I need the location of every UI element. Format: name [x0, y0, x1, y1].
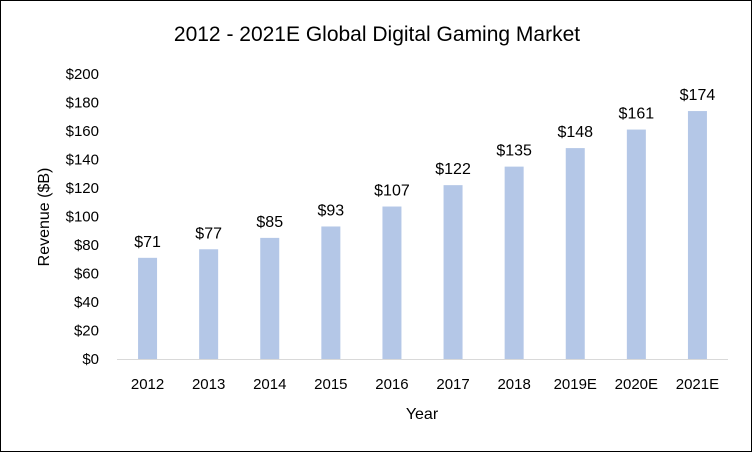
- bar: [443, 185, 463, 359]
- y-tick-label: $80: [74, 237, 99, 254]
- x-tick-label: 2019E: [554, 376, 597, 393]
- x-tick-label: 2012: [131, 376, 164, 393]
- y-tick-label: $0: [82, 351, 99, 368]
- bar: [504, 166, 524, 359]
- y-tick-label: $200: [66, 66, 99, 83]
- x-tick-label: 2020E: [615, 376, 658, 393]
- bar: [260, 237, 280, 359]
- data-label: $135: [496, 143, 532, 160]
- x-tick-label: 2015: [314, 376, 347, 393]
- bar: [138, 257, 158, 359]
- x-tick-label: 2013: [192, 376, 225, 393]
- chart-title: 2012 - 2021E Global Digital Gaming Marke…: [174, 23, 580, 46]
- x-axis: 2012 2013 2014 2015 2016 2017 2018 2019E 2020E 20…: [131, 376, 719, 393]
- data-label: $77: [195, 225, 222, 242]
- bar: [565, 148, 585, 359]
- bar: [626, 129, 646, 359]
- data-label: $93: [317, 202, 344, 219]
- data-label: $85: [256, 214, 283, 231]
- x-tick-label: 2014: [253, 376, 286, 393]
- y-axis: $0 $20 $40 $60 $80 $100 $120 $140 $160 $180 $200: [66, 66, 99, 368]
- bars: [138, 111, 707, 359]
- data-label: $122: [435, 161, 471, 178]
- y-axis-title: Revenue ($B): [36, 168, 53, 267]
- x-axis-title: Year: [406, 406, 439, 423]
- data-labels: $71 $77 $85 $93 $107 $122 $135 $148 $161 $174: [134, 87, 715, 251]
- bar: [687, 111, 707, 359]
- data-label: $107: [374, 183, 410, 200]
- data-label: $161: [619, 106, 655, 123]
- bar: [321, 226, 341, 359]
- x-tick-label: 2021E: [676, 376, 719, 393]
- x-tick-label: 2016: [375, 376, 408, 393]
- y-tick-label: $120: [66, 180, 99, 197]
- y-tick-label: $40: [74, 294, 99, 311]
- y-tick-label: $20: [74, 323, 99, 340]
- x-tick-label: 2017: [436, 376, 469, 393]
- y-tick-label: $140: [66, 152, 99, 169]
- y-tick-label: $100: [66, 209, 99, 226]
- bar: [199, 249, 219, 359]
- data-label: $148: [557, 124, 593, 141]
- x-tick-label: 2018: [497, 376, 530, 393]
- data-label: $71: [134, 234, 161, 251]
- data-label: $174: [680, 87, 716, 104]
- y-tick-label: $160: [66, 123, 99, 140]
- y-tick-label: $180: [66, 95, 99, 112]
- bar: [382, 206, 402, 359]
- y-tick-label: $60: [74, 266, 99, 283]
